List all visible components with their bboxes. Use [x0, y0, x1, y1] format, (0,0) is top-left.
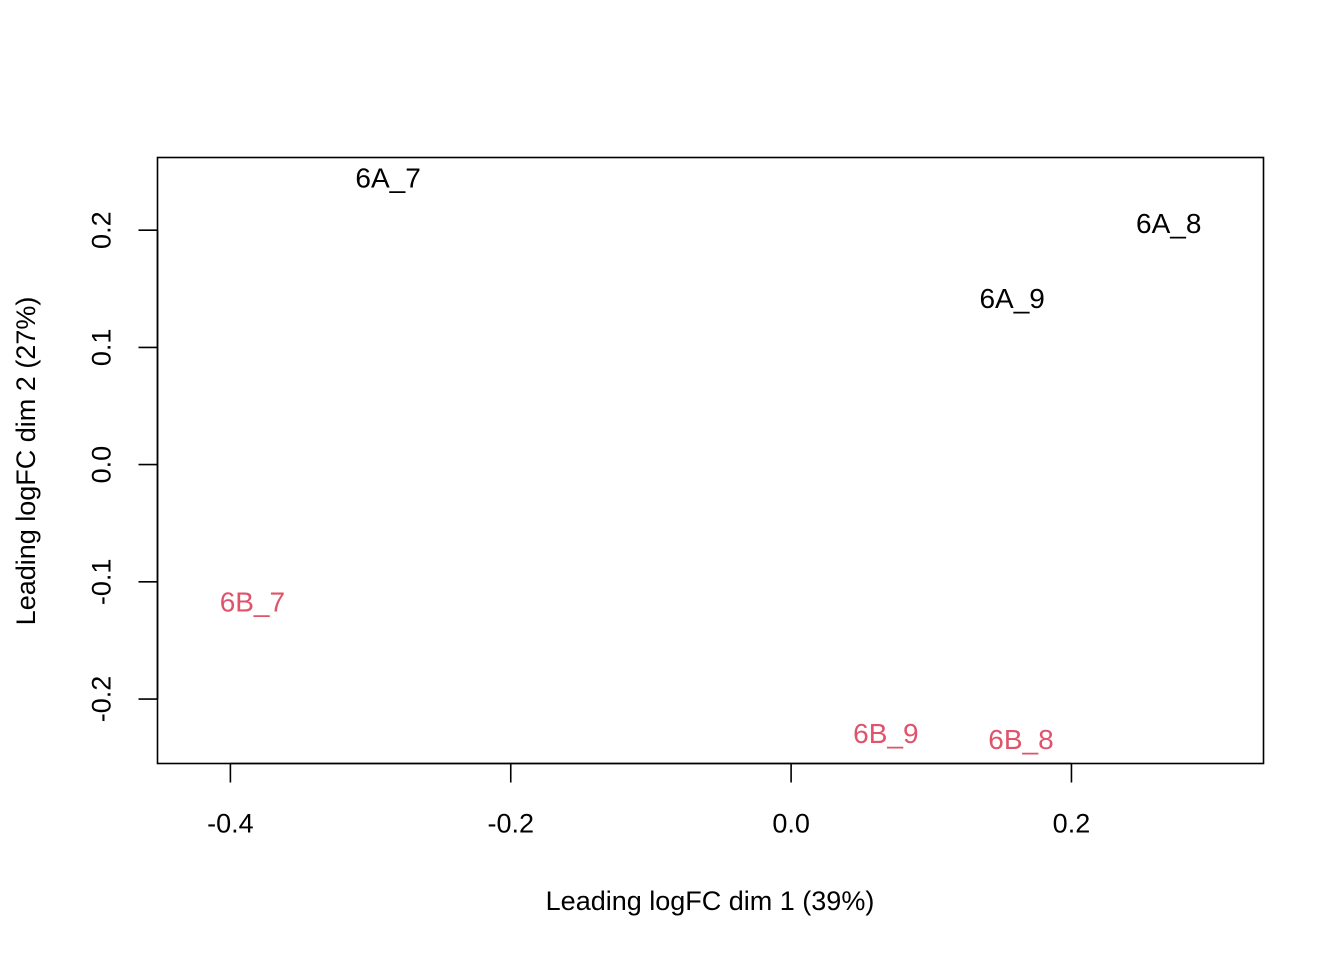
- point-label: 6A_9: [979, 283, 1044, 314]
- x-tick-label: 0.0: [772, 809, 810, 839]
- point-label: 6A_7: [355, 162, 420, 193]
- point-label: 6B_7: [220, 587, 285, 618]
- y-tick-label: 0.2: [87, 211, 117, 249]
- point-label: 6A_8: [1136, 208, 1201, 239]
- y-tick-label: 0.1: [87, 329, 117, 367]
- x-tick-label: -0.2: [487, 809, 534, 839]
- x-tick-label: -0.4: [207, 809, 254, 839]
- data-points: 6A_7 6A_8 6A_9 6B_7 6B_9 6B_8: [220, 162, 1202, 754]
- plot-box: [156, 156, 1265, 765]
- y-tick-label: -0.2: [87, 676, 117, 723]
- point-label: 6B_9: [853, 718, 918, 749]
- y-axis-label: Leading logFC dim 2 (27%): [11, 297, 41, 626]
- y-tick-label: -0.1: [87, 559, 117, 606]
- y-tick-label: 0.0: [87, 446, 117, 484]
- x-tick-label: 0.2: [1053, 809, 1091, 839]
- x-axis-label: Leading logFC dim 1 (39%): [546, 886, 875, 916]
- point-label: 6B_8: [988, 724, 1053, 755]
- x-axis: -0.4 -0.2 0.0 0.2: [207, 762, 1091, 839]
- y-axis: -0.2 -0.1 0.0 0.1 0.2: [87, 211, 159, 723]
